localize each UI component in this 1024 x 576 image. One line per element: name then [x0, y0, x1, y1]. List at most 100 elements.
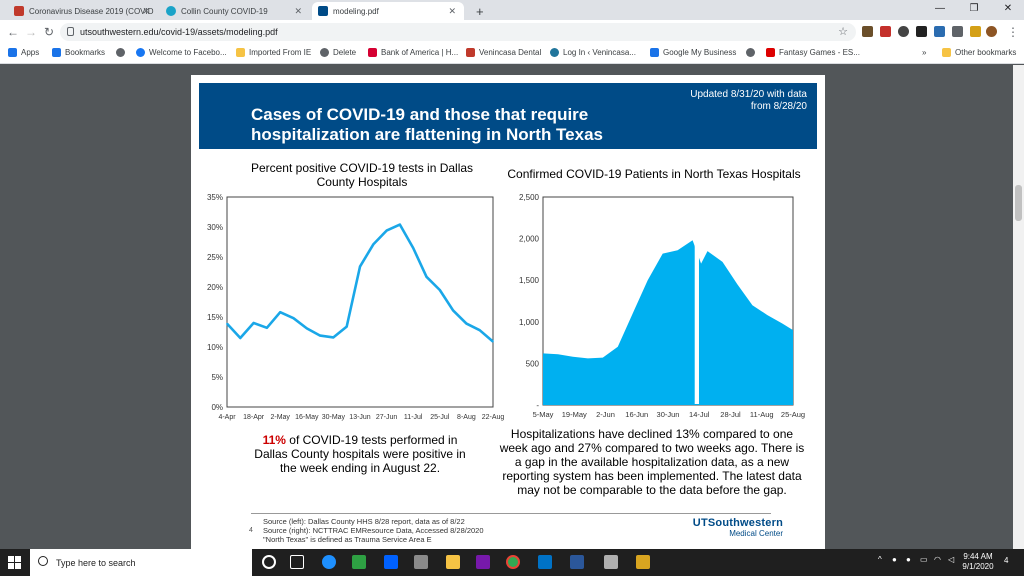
- extension-icon[interactable]: [934, 26, 945, 37]
- data-point: [292, 317, 295, 319]
- bookmark-globe[interactable]: [746, 48, 759, 57]
- tab-coronavirus[interactable]: Coronavirus Disease 2019 (COVID ✕: [8, 2, 158, 20]
- wordpress-icon: [550, 48, 559, 57]
- source-line: Source (right): NCTTRAC EMResource Data,…: [263, 526, 484, 535]
- start-button[interactable]: [8, 556, 21, 569]
- tab-collin-county[interactable]: Collin County COVID-19 ✕: [160, 2, 310, 20]
- extension-icon[interactable]: [898, 26, 909, 37]
- close-window-button[interactable]: ✕: [1003, 3, 1013, 14]
- x-tick-label: 28-Jul: [720, 410, 741, 419]
- bookmark-imported[interactable]: Imported From IE: [236, 48, 311, 57]
- data-point: [492, 340, 494, 343]
- extension-icon[interactable]: [916, 26, 927, 37]
- word-icon[interactable]: [570, 555, 584, 569]
- extension-icon[interactable]: [970, 26, 981, 37]
- other-bookmarks[interactable]: Other bookmarks: [942, 48, 1016, 57]
- edge-icon[interactable]: [322, 555, 336, 569]
- data-point: [319, 334, 321, 337]
- app-icon[interactable]: [636, 555, 650, 569]
- close-icon[interactable]: ✕: [294, 5, 302, 16]
- tray-icon[interactable]: ●: [892, 555, 897, 564]
- bookmark-globe[interactable]: [116, 48, 129, 57]
- back-button[interactable]: ←: [7, 25, 19, 39]
- minimize-button[interactable]: —: [935, 3, 945, 14]
- utsw-logo: UTSouthwestern Medical Center: [693, 517, 783, 538]
- new-tab-button[interactable]: +: [476, 3, 484, 19]
- more-bookmarks-button[interactable]: »: [922, 48, 927, 57]
- right-area-chart: - 500 1,000 1,500 2,000 2,500 5-May 19-May 2-Jun…: [519, 193, 805, 419]
- notifications-icon[interactable]: 4: [1004, 556, 1008, 565]
- dropbox-icon[interactable]: [384, 555, 398, 569]
- volume-icon[interactable]: ◁: [948, 555, 955, 564]
- onenote-icon[interactable]: [476, 555, 490, 569]
- y-tick-label: 10%: [207, 343, 223, 352]
- left-line-chart: 0% 5% 10% 15% 20% 25% 30% 35% 4-Apr 18-Apr 2-May 16…: [207, 193, 504, 421]
- bookmark-google-my-business[interactable]: Google My Business: [650, 48, 736, 57]
- menu-icon[interactable]: ⋮: [1007, 25, 1019, 39]
- restore-button[interactable]: ❐: [969, 3, 979, 14]
- bookmark-venincasa-dental[interactable]: Venincasa Dental: [466, 48, 541, 57]
- reload-button[interactable]: ↻: [43, 25, 55, 39]
- folder-icon: [236, 48, 245, 57]
- file-explorer-icon[interactable]: [446, 555, 460, 569]
- x-tick-label: 18-Apr: [243, 414, 265, 421]
- vertical-scrollbar[interactable]: [1013, 65, 1024, 549]
- logo-main: UTSouthwestern: [692, 517, 783, 529]
- outlook-icon[interactable]: [538, 555, 552, 569]
- chrome-icon[interactable]: [506, 555, 520, 569]
- tray-chevron-icon[interactable]: ^: [878, 555, 882, 564]
- data-point: [399, 223, 401, 226]
- x-tick-label: 16-May: [295, 414, 319, 421]
- caption-text: of COVID-19 tests performed in Dallas Co…: [254, 433, 466, 475]
- scroll-thumb[interactable]: [1015, 185, 1022, 221]
- puzzle-icon[interactable]: [952, 26, 963, 37]
- x-tick-label: 11-Aug: [750, 410, 774, 419]
- x-tick-label: 14-Jul: [689, 410, 710, 419]
- slide-banner: Cases of COVID-19 and those that require…: [199, 83, 817, 149]
- bookmark-bank-of-america[interactable]: Bank of America | H...: [368, 48, 458, 57]
- avatar[interactable]: [986, 26, 997, 37]
- tray-icon[interactable]: ▭: [920, 555, 928, 564]
- cortana-icon[interactable]: [262, 555, 276, 569]
- data-point: [306, 327, 308, 330]
- bookmark-facebook[interactable]: Welcome to Facebo...: [136, 48, 227, 57]
- extension-icon[interactable]: [862, 26, 873, 37]
- bank-icon: [368, 48, 377, 57]
- pdf-extension-icon[interactable]: [880, 26, 891, 37]
- app-icon[interactable]: [352, 555, 366, 569]
- x-tick-label: 13-Jun: [349, 414, 371, 421]
- app-icon[interactable]: [604, 555, 618, 569]
- pdf-viewer[interactable]: Cases of COVID-19 and those that require…: [0, 65, 1024, 555]
- bookmark-log-in[interactable]: Log In ‹ Venincasa...: [550, 48, 636, 57]
- taskbar-search[interactable]: Type here to search: [30, 549, 252, 576]
- y-tick-label: 2,500: [519, 193, 540, 202]
- bookmark-apps[interactable]: Apps: [8, 48, 39, 57]
- bookmark-bookmarks[interactable]: Bookmarks: [52, 48, 105, 57]
- cdc-icon: [14, 6, 24, 16]
- right-chart-title: Confirmed COVID-19 Patients in North Tex…: [507, 167, 801, 181]
- star-icon[interactable]: ☆: [838, 26, 848, 38]
- y-tick-label: 0%: [211, 403, 223, 412]
- forward-button[interactable]: →: [25, 25, 37, 39]
- tray-icon[interactable]: ●: [906, 555, 911, 564]
- data-point: [372, 243, 375, 246]
- x-tick-label: 5-May: [533, 410, 554, 419]
- series-area: [543, 240, 793, 405]
- bookmark-delete[interactable]: Delete: [320, 48, 356, 57]
- tab-title: Collin County COVID-19: [181, 6, 268, 16]
- task-view-icon[interactable]: [290, 555, 304, 569]
- clock[interactable]: 9:44 AM 9/1/2020: [960, 552, 996, 572]
- source-line: "North Texas" is defined as Trauma Servi…: [263, 535, 432, 544]
- sources: Source (left): Dallas County HHS 8/28 re…: [263, 517, 484, 544]
- bookmark-fantasy-games[interactable]: Fantasy Games - ES...: [766, 48, 860, 57]
- espn-icon: [766, 48, 775, 57]
- close-icon[interactable]: ✕: [142, 5, 150, 16]
- app-icon[interactable]: [414, 555, 428, 569]
- divider: [251, 513, 771, 514]
- address-bar[interactable]: utsouthwestern.edu/covid-19/assets/model…: [60, 23, 856, 41]
- data-point: [478, 329, 481, 331]
- wifi-icon[interactable]: ◠: [934, 555, 941, 564]
- source-line: Source (left): Dallas County HHS 8/28 re…: [263, 517, 465, 526]
- tab-modeling-pdf[interactable]: modeling.pdf ✕: [312, 2, 464, 20]
- close-icon[interactable]: ✕: [448, 5, 456, 16]
